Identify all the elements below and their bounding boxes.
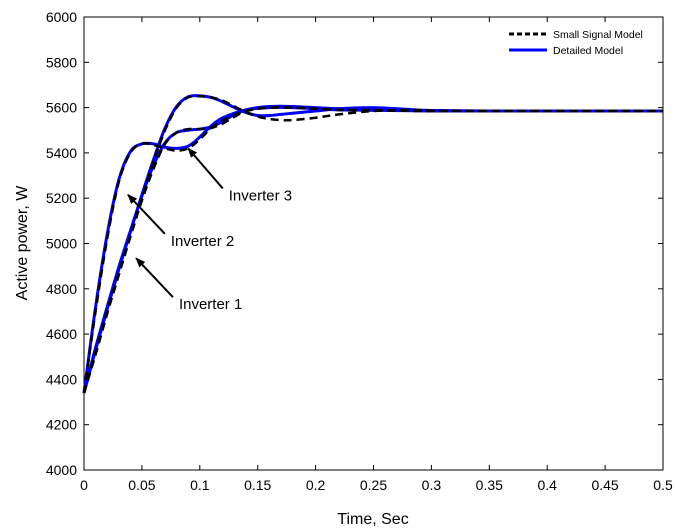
x-axis: 0 0.05 0.1 0.15 0.2 0.25 0.3 0.35 0.4 0.45 0.5: [80, 17, 673, 493]
annotation-arrow: [127, 194, 166, 235]
x-tick-label: 0.5: [653, 477, 673, 493]
x-tick-label: 0.15: [244, 477, 271, 493]
y-tick-label: 5400: [46, 145, 77, 161]
x-axis-title: Time, Sec: [337, 511, 408, 528]
y-tick-label: 6000: [46, 9, 77, 25]
annotation-label: Inverter 2: [171, 233, 234, 250]
y-tick-label: 4000: [46, 462, 77, 478]
y-tick-label: 5600: [46, 100, 77, 116]
y-axis-title: Active power, W: [14, 185, 31, 301]
legend: Small Signal Model Detailed Model: [509, 29, 643, 57]
y-tick-label: 4200: [46, 417, 77, 433]
small-signal-curve-3: [82, 94, 663, 394]
y-axis: 4000 4200 4400 4600 4800 5000 5200 5400 5600 5800…: [46, 9, 663, 478]
annotation-arrow: [187, 147, 224, 190]
annotation-label: Inverter 3: [229, 187, 292, 204]
legend-label-detailed: Detailed Model: [553, 45, 623, 57]
small-signal-curve-2: [82, 106, 663, 394]
x-tick-label: 0.25: [360, 477, 387, 493]
annotation-arrow: [135, 257, 174, 298]
y-tick-label: 4800: [46, 281, 77, 297]
y-tick-label: 4400: [46, 371, 77, 387]
x-tick-label: 0.3: [422, 477, 442, 493]
series-layer: [82, 94, 663, 394]
annotation-label: Inverter 1: [179, 296, 242, 313]
x-tick-label: 0.1: [190, 477, 210, 493]
y-tick-label: 5200: [46, 190, 77, 206]
legend-label-small-signal: Small Signal Model: [553, 29, 643, 41]
x-tick-label: 0.4: [537, 477, 557, 493]
x-tick-label: 0.45: [591, 477, 618, 493]
x-tick-label: 0.2: [306, 477, 326, 493]
y-tick-label: 4600: [46, 326, 77, 342]
x-tick-label: 0.35: [476, 477, 503, 493]
x-tick-label: 0.05: [128, 477, 155, 493]
y-tick-label: 5800: [46, 54, 77, 70]
x-tick-label: 0: [80, 477, 88, 493]
y-tick-label: 5000: [46, 236, 77, 252]
annotations: Inverter 3 Inverter 2 Inverter 1: [127, 147, 292, 313]
